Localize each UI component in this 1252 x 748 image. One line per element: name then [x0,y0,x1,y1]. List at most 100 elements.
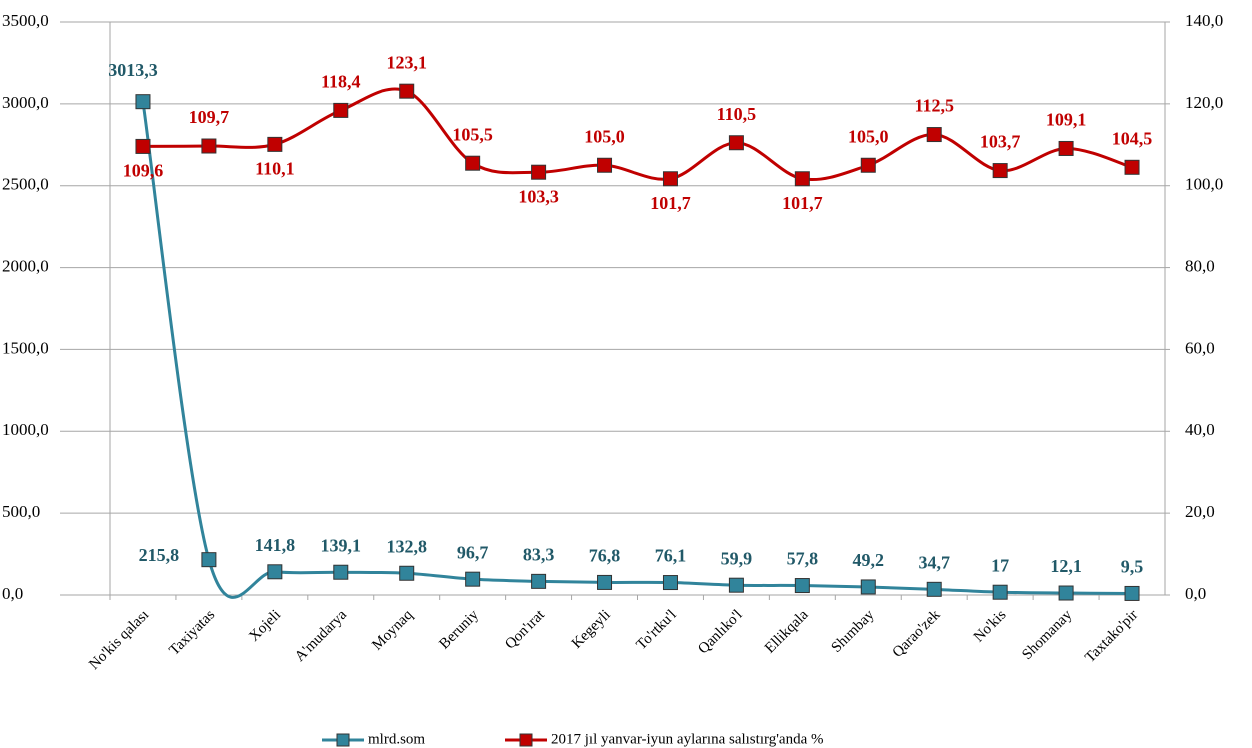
data-label: 109,1 [1046,110,1087,130]
marker [597,574,613,590]
x-tick-label: To'rtku'l [634,607,680,653]
data-label: 112,5 [914,96,954,116]
y-tick-label: 2500,0 [2,175,49,194]
data-label: 49,2 [853,550,885,570]
series-line [141,101,1133,599]
data-label: 83,3 [523,544,555,564]
y2-tick-label: 0,0 [1185,584,1206,603]
y2-tick-label: 100,0 [1185,175,1223,194]
data-label: 101,7 [650,193,691,213]
data-label: 103,3 [518,186,559,206]
marker [1124,159,1140,175]
data-label: 110,1 [255,159,295,179]
marker [465,571,481,587]
marker [399,565,415,581]
data-label: 109,7 [189,107,230,127]
data-label: 9,5 [1121,557,1144,577]
legend-marker [519,733,533,747]
x-tick-label: Taxtako'pir [1082,607,1141,666]
data-label: 123,1 [386,52,427,72]
y2-tick-label: 140,0 [1185,11,1223,30]
data-label: 105,5 [452,124,493,144]
marker [728,135,744,151]
x-tick-label: Qarao'zek [890,607,944,661]
marker [201,552,217,568]
marker [135,138,151,154]
y-tick-label: 3000,0 [2,93,49,112]
y2-tick-label: 120,0 [1185,93,1223,112]
legend-label: mlrd.som [368,731,425,747]
data-label: 105,0 [848,126,889,146]
y2-tick-label: 80,0 [1185,256,1215,275]
data-label: 103,7 [980,132,1021,152]
x-tick-label: Shomanay [1019,607,1075,663]
data-label: 139,1 [321,535,362,555]
data-label: 105,0 [584,126,625,146]
x-tick-label: Qanlıko'l [695,607,745,657]
y-tick-label: 2000,0 [2,256,49,275]
marker [201,138,217,154]
x-tick-label: Qon'ırat [502,606,548,652]
x-tick-label: Xojeli [246,607,284,645]
marker [794,171,810,187]
data-label: 57,8 [787,549,819,569]
y-tick-label: 1500,0 [2,338,49,357]
data-label: 104,5 [1112,128,1153,148]
marker [531,164,547,180]
x-tick-label: Moynaq [369,607,416,654]
x-tick-label: Beruniy [436,607,482,653]
x-tick-label: Kegeyli [569,607,614,652]
y2-tick-label: 60,0 [1185,338,1215,357]
marker [333,564,349,580]
marker [465,155,481,171]
data-label: 118,4 [321,72,361,92]
y2-tick-label: 20,0 [1185,502,1215,521]
data-label: 215,8 [139,545,180,565]
data-label: 110,5 [717,104,757,124]
marker [728,577,744,593]
marker [992,163,1008,179]
marker [531,573,547,589]
data-label: 3013,3 [108,60,158,80]
marker [662,171,678,187]
data-label: 17 [991,555,1009,575]
data-label: 34,7 [918,552,950,572]
data-label: 101,7 [782,193,823,213]
marker [135,94,151,110]
data-label: 76,8 [589,546,621,566]
y-tick-label: 3500,0 [2,11,49,30]
data-label: 59,9 [721,548,753,568]
marker [992,584,1008,600]
x-tick-label: No'kis [971,607,1010,646]
legend-label: 2017 jıl yanvar-iyun aylarına salıstırg'… [551,731,823,747]
y-tick-label: 0,0 [2,584,23,603]
legend-marker [336,733,350,747]
x-tick-label: Ellikqala [762,607,812,657]
marker [267,564,283,580]
marker [860,579,876,595]
marker [333,102,349,118]
data-label: 12,1 [1050,556,1082,576]
data-label: 141,8 [255,535,296,555]
marker [926,127,942,143]
x-tick-label: Shımbay [829,607,878,656]
data-label: 109,6 [123,161,164,181]
marker [662,575,678,591]
marker [926,581,942,597]
data-label: 132,8 [386,536,427,556]
x-tick-label: No'kis qalası [86,607,152,673]
marker [1058,585,1074,601]
marker [267,136,283,152]
marker [399,83,415,99]
data-label: 76,1 [655,546,687,566]
marker [597,157,613,173]
x-tick-label: A'mudarya [292,607,350,665]
y2-tick-label: 40,0 [1185,420,1215,439]
y-tick-label: 500,0 [2,502,40,521]
marker [860,157,876,173]
series-line [142,87,1133,182]
x-tick-label: Taxiyatas [166,607,218,659]
marker [1058,140,1074,156]
marker [794,578,810,594]
